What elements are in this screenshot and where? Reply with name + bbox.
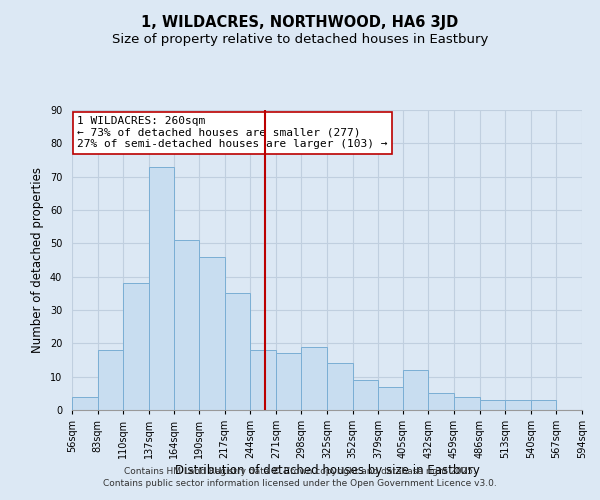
X-axis label: Distribution of detached houses by size in Eastbury: Distribution of detached houses by size …: [175, 464, 479, 477]
Text: 1, WILDACRES, NORTHWOOD, HA6 3JD: 1, WILDACRES, NORTHWOOD, HA6 3JD: [142, 15, 458, 30]
Bar: [505, 400, 531, 410]
Bar: [479, 400, 505, 410]
Bar: [224, 294, 250, 410]
Text: Size of property relative to detached houses in Eastbury: Size of property relative to detached ho…: [112, 32, 488, 46]
Bar: [123, 284, 149, 410]
Bar: [72, 396, 98, 410]
Bar: [276, 354, 301, 410]
Bar: [353, 380, 378, 410]
Bar: [378, 386, 403, 410]
Text: Contains HM Land Registry data © Crown copyright and database right 2025.
Contai: Contains HM Land Registry data © Crown c…: [103, 466, 497, 487]
Y-axis label: Number of detached properties: Number of detached properties: [31, 167, 44, 353]
Bar: [403, 370, 428, 410]
Bar: [531, 400, 556, 410]
Bar: [149, 166, 175, 410]
Bar: [428, 394, 454, 410]
Bar: [327, 364, 353, 410]
Bar: [301, 346, 327, 410]
Bar: [250, 350, 276, 410]
Bar: [98, 350, 123, 410]
Bar: [454, 396, 479, 410]
Bar: [175, 240, 199, 410]
Bar: [199, 256, 224, 410]
Text: 1 WILDACRES: 260sqm
← 73% of detached houses are smaller (277)
27% of semi-detac: 1 WILDACRES: 260sqm ← 73% of detached ho…: [77, 116, 388, 149]
